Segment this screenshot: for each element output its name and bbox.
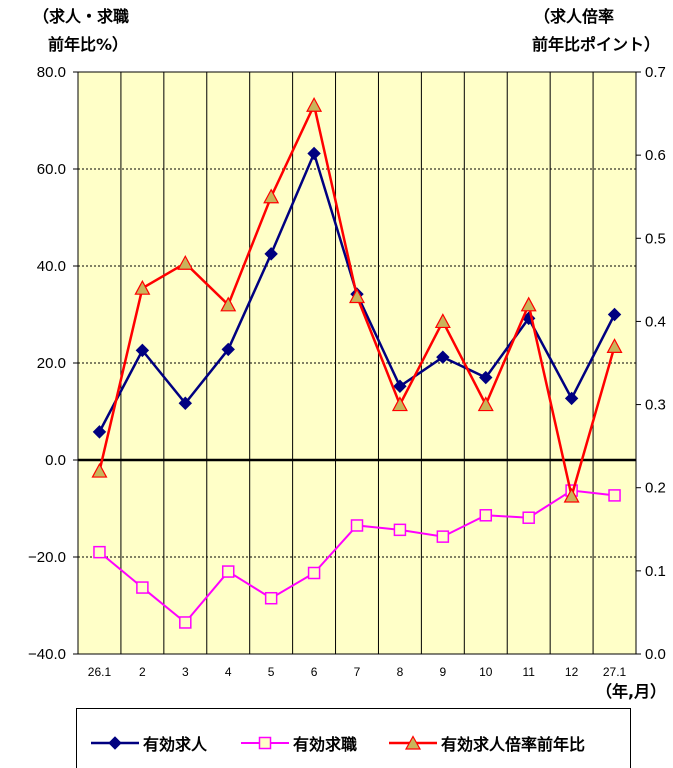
right-axis-title-line1: （求人倍率 xyxy=(534,7,614,26)
right-tick-label: 0.4 xyxy=(645,313,666,330)
data-point-diamond xyxy=(135,343,150,358)
legend-label-series-1: 有効求人 xyxy=(143,735,208,754)
data-point-square xyxy=(350,519,364,532)
data-point-diamond xyxy=(92,425,107,439)
data-point-triangle xyxy=(391,396,408,412)
left-axis-ticks: 80.0 60.0 40.0 20.0 0.0 −20.0 −40.0 xyxy=(28,64,78,663)
right-tick-label: 0.0 xyxy=(645,646,666,663)
right-axis-ticks: 0.7 0.6 0.5 0.4 0.3 0.2 0.1 0.0 xyxy=(636,64,666,663)
right-tick-label: 0.7 xyxy=(645,64,666,81)
left-tick-label: 20.0 xyxy=(37,355,66,372)
data-point-diamond xyxy=(307,146,321,161)
legend-label-series-2: 有効求職 xyxy=(293,735,358,754)
left-tick-label: −40.0 xyxy=(28,646,66,663)
legend: 有効求人 有効求職 有効求人倍率前年比 xyxy=(76,708,631,768)
x-tick-label: 26.1 xyxy=(88,665,112,679)
x-tick-label: 2 xyxy=(139,665,146,679)
data-point-diamond xyxy=(178,396,193,410)
right-tick-label: 0.6 xyxy=(645,147,666,164)
data-point-square xyxy=(436,530,450,543)
data-point-triangle xyxy=(263,188,280,204)
data-point-diamond xyxy=(264,247,278,261)
data-point-triangle xyxy=(348,288,366,304)
data-point-square xyxy=(393,523,407,537)
data-point-square xyxy=(522,511,535,524)
x-tick-label: 4 xyxy=(225,665,232,679)
data-point-diamond xyxy=(393,379,407,393)
left-axis-title-line2: 前年比%） xyxy=(48,35,128,54)
data-point-square xyxy=(93,545,106,559)
legend-item-series-3: 有効求人倍率前年比 xyxy=(389,731,585,755)
data-point-square xyxy=(179,616,192,629)
x-axis-title: （年,月） xyxy=(596,682,666,701)
data-point-square xyxy=(608,489,621,502)
x-tick-label: 7 xyxy=(354,665,361,679)
data-point-square xyxy=(136,581,149,594)
data-point-triangle xyxy=(520,296,537,312)
x-axis-ticks: 26.1 2 3 4 5 6 7 8 9 10 11 12 27.1 xyxy=(88,665,627,679)
x-tick-label: 3 xyxy=(182,665,189,679)
data-point-triangle xyxy=(306,96,323,112)
right-tick-label: 0.3 xyxy=(645,397,666,414)
x-tick-label: 27.1 xyxy=(603,665,627,679)
data-point-square xyxy=(479,509,493,522)
data-point-triangle xyxy=(177,254,194,270)
data-point-square xyxy=(221,565,235,578)
x-tick-label: 10 xyxy=(479,665,493,679)
x-tick-label: 9 xyxy=(440,665,447,679)
data-point-square xyxy=(307,566,321,580)
data-point-diamond xyxy=(479,370,493,385)
data-point-triangle xyxy=(91,462,108,478)
data-point-diamond xyxy=(607,307,622,322)
right-axis-title-line2: 前年比ポイント） xyxy=(532,35,660,54)
data-point-triangle xyxy=(477,396,494,412)
left-axis-title-line1: （求人・求職 xyxy=(33,7,129,26)
data-point-triangle xyxy=(606,338,623,353)
data-point-diamond xyxy=(564,391,579,406)
left-tick-label: 0.0 xyxy=(45,452,66,469)
legend-marker-diamond xyxy=(91,736,139,750)
legend-item-series-1: 有効求人 xyxy=(91,731,207,755)
data-point-square xyxy=(264,591,278,605)
right-tick-label: 0.1 xyxy=(645,563,666,580)
series-group xyxy=(91,96,623,629)
left-tick-label: 80.0 xyxy=(37,64,66,81)
right-tick-label: 0.5 xyxy=(645,230,666,247)
left-tick-label: −20.0 xyxy=(28,549,66,566)
data-point-triangle xyxy=(134,279,151,295)
x-tick-label: 12 xyxy=(565,665,579,679)
x-tick-label: 5 xyxy=(268,665,275,679)
left-tick-label: 40.0 xyxy=(37,258,66,275)
legend-item-series-2: 有効求職 xyxy=(241,731,357,755)
legend-marker-square xyxy=(241,736,289,750)
data-point-triangle xyxy=(220,296,237,312)
data-point-diamond xyxy=(436,350,450,364)
data-point-diamond xyxy=(221,342,235,357)
x-tick-label: 11 xyxy=(522,665,535,679)
right-tick-label: 0.2 xyxy=(645,480,666,497)
legend-marker-triangle xyxy=(389,735,437,750)
left-tick-label: 60.0 xyxy=(37,161,66,178)
chart: 80.060.040.020.00.0−20.0−40.0 0.70.60.50… xyxy=(28,7,666,701)
x-tick-label: 6 xyxy=(311,665,318,679)
legend-label-series-3: 有効求人倍率前年比 xyxy=(441,735,586,754)
x-tick-label: 8 xyxy=(397,665,404,679)
data-point-triangle xyxy=(434,313,451,329)
data-point-triangle xyxy=(563,487,580,503)
